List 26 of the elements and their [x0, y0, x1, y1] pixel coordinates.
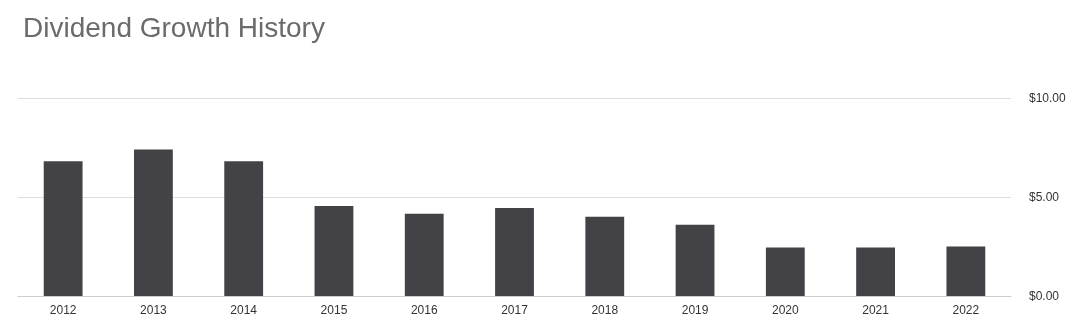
bar	[314, 205, 354, 296]
y-tick-label: $5.00	[1029, 190, 1060, 204]
bar	[675, 224, 715, 296]
x-tick-label: 2014	[230, 303, 258, 317]
bar	[765, 247, 805, 296]
bar	[856, 247, 895, 296]
bar	[495, 207, 534, 296]
x-tick-label: 2013	[140, 303, 168, 317]
x-tick-label: 2018	[591, 303, 619, 317]
x-tick-label: 2016	[410, 303, 438, 317]
y-tick-label: $0.00	[1029, 289, 1060, 303]
bar	[946, 246, 986, 296]
bar	[43, 161, 83, 296]
x-tick-label: 2022	[952, 303, 980, 317]
bar	[224, 161, 264, 296]
x-tick-label: 2021	[862, 303, 890, 317]
x-tick-label: 2017	[501, 303, 529, 317]
x-tick-label: 2019	[681, 303, 709, 317]
bar	[134, 149, 173, 296]
x-tick-label: 2012	[49, 303, 77, 317]
bar	[585, 216, 625, 296]
chart-title: Dividend Growth History	[23, 11, 325, 43]
x-tick-label: 2015	[320, 303, 348, 317]
y-tick-label: $10.00	[1029, 91, 1067, 105]
x-tick-label: 2020	[771, 303, 799, 317]
bar	[404, 213, 444, 296]
